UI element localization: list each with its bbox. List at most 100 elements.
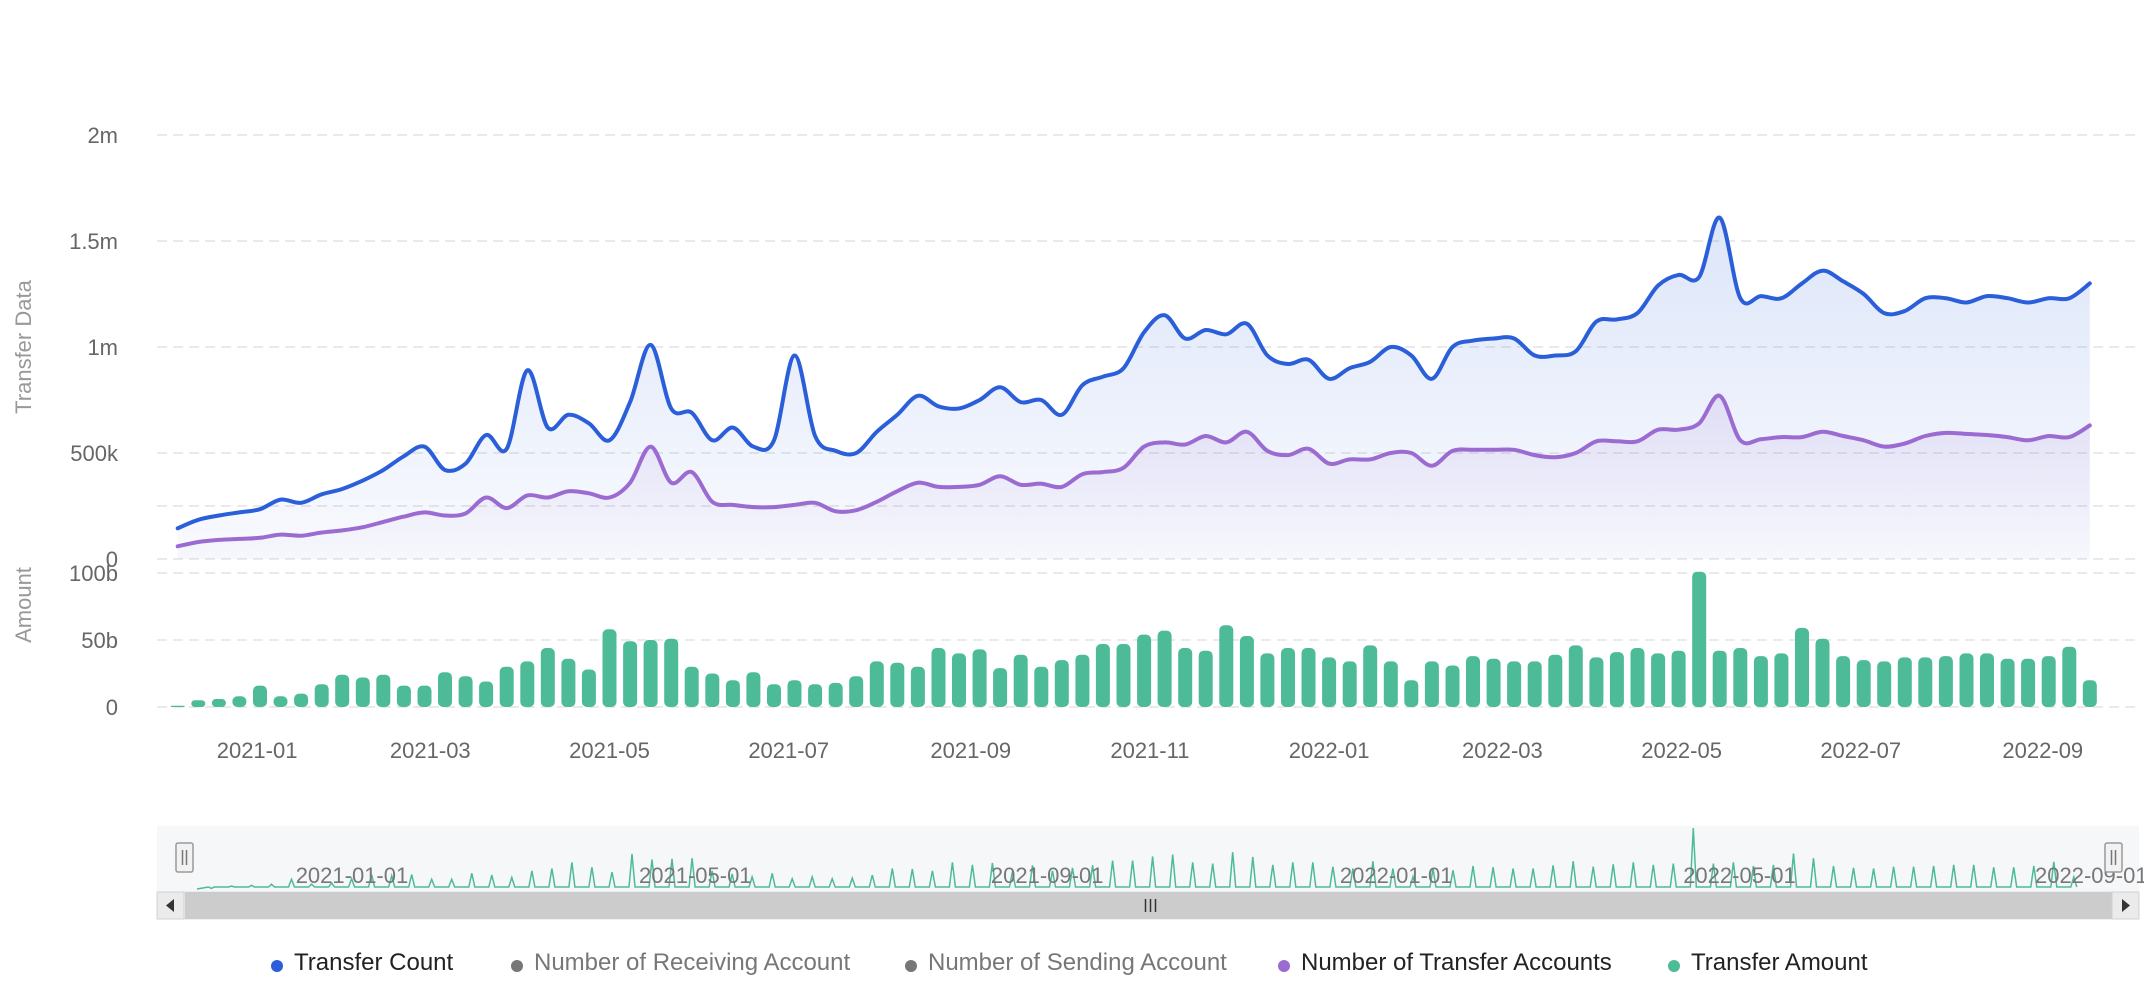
transfer-amount-bar: [1980, 653, 1994, 707]
transfer-amount-bar: [787, 680, 802, 707]
legend-marker-icon: [1668, 960, 1680, 972]
transfer-amount-bar: [1795, 627, 1809, 707]
number-of-transfer-accounts-line: [175, 393, 2092, 549]
transfer-count-line: [175, 215, 2092, 531]
transfer-amount-bar: [1938, 656, 1953, 707]
navigator-left-handle[interactable]: [175, 842, 194, 873]
transfer-amount-bar: [458, 676, 473, 707]
transfer-amount-bar: [1178, 648, 1193, 707]
scrollbar-right-button[interactable]: [2111, 891, 2140, 920]
transfer-amount-bar: [1219, 625, 1234, 707]
navigator-series: [196, 827, 2078, 890]
x-tick-label: 2022-09: [2002, 738, 2083, 763]
legend-item-number-of-transfer-accounts[interactable]: Number of Transfer Accounts: [1278, 949, 1612, 976]
transfer-amount-bar: [417, 685, 432, 707]
transfer-amount-bar: [1671, 650, 1686, 707]
legend-marker-icon: [271, 960, 283, 972]
transfer-amount-bar: [499, 666, 514, 707]
transfer-amount-bar: [1507, 661, 1522, 707]
legend-item-transfer-amount[interactable]: Transfer Amount: [1668, 949, 1868, 976]
legend-item-number-of-receiving-account[interactable]: Number of Receiving Account: [511, 949, 850, 976]
transfer-amount-bar: [2062, 646, 2077, 707]
navigator-scrollbar[interactable]: [156, 891, 2140, 920]
scrollbar-left-button[interactable]: [156, 891, 185, 920]
legend-item-number-of-sending-account[interactable]: Number of Sending Account: [905, 949, 1227, 976]
transfer-amount-bar: [335, 674, 350, 707]
y-tick-label: 2m: [87, 123, 118, 148]
navigator[interactable]: 2021-01-01 2021-05-01 2021-09-01 2022-01-01…: [157, 826, 2144, 892]
transfer-amount-bar: [1322, 657, 1337, 707]
scrollbar-grip-icon: [1144, 899, 1157, 912]
transfer-amount-bar: [1548, 654, 1563, 707]
bottom-y-axis: 0 50b 100b: [69, 561, 118, 720]
transfer-amount-bar: [2041, 656, 2056, 707]
transfer-amount-bar: [1383, 661, 1398, 707]
x-tick-label: 2021-05: [569, 738, 650, 763]
transfer-amount-bar: [849, 676, 864, 707]
navigator-label: 2022-05-01: [1683, 863, 1796, 888]
transfer-amount-bar: [1034, 666, 1049, 707]
chevron-right-icon: [2122, 899, 2130, 912]
navigator-label: 2022-01-01: [1340, 863, 1453, 888]
y-tick-label: 0: [106, 547, 118, 572]
transfer-amount-bar: [232, 696, 247, 707]
transfer-amount-bar: [1918, 657, 1933, 707]
x-tick-label: 2022-03: [1462, 738, 1543, 763]
transfer-amount-bar: [1281, 648, 1295, 707]
navigator-background: [157, 826, 2139, 892]
chevron-left-icon: [166, 899, 174, 912]
transfer-amount-bar: [1897, 657, 1912, 707]
y-tick-label: 1m: [87, 335, 118, 360]
transfer-amount-bar: [972, 649, 987, 707]
transfer-amount-bar: [294, 693, 309, 707]
transfer-amount-bar: [1424, 661, 1439, 707]
x-tick-label: 2021-01: [217, 738, 298, 763]
x-tick-label: 2021-07: [748, 738, 829, 763]
transfer-amount-bar: [1856, 660, 1871, 707]
transfer-amount-bar: [623, 641, 638, 707]
transfer-amount-bar: [1075, 654, 1090, 707]
transfer-amount-bar: [664, 638, 679, 707]
top-y-axis: 0 500k 1m 1.5m 2m: [69, 123, 119, 572]
transfer-amount-bar: [1363, 645, 1378, 707]
navigator-right-handle[interactable]: [2104, 842, 2123, 873]
top-y-axis-title: Transfer Data: [11, 279, 36, 413]
transfer-amount-bar: [767, 684, 781, 707]
transfer-amount-bar: [376, 674, 391, 707]
legend-item-transfer-count[interactable]: Transfer Count: [271, 949, 454, 976]
transfer-amount-bar: [993, 668, 1008, 707]
transfer-amount-bar: [253, 685, 267, 707]
x-axis: 2021-01 2021-03 2021-05 2021-07 2021-09 2021-…: [217, 738, 2083, 763]
transfer-amount-bar: [1404, 680, 1419, 707]
transfer-amount-bar: [1774, 653, 1789, 707]
transfer-amount-bar: [746, 672, 761, 707]
x-tick-label: 2022-01: [1289, 738, 1370, 763]
transfer-amount-bar: [1095, 644, 1110, 707]
transfer-amount-bar: [1137, 634, 1152, 707]
transfer-amount-bar: [2082, 680, 2097, 707]
legend-marker-icon: [511, 960, 523, 972]
bottom-y-axis-title: Amount: [11, 567, 36, 643]
transfer-amount-bar: [1877, 661, 1892, 707]
transfer-amount-bar: [828, 682, 843, 707]
transfer-amount-bar: [1568, 645, 1583, 707]
transfer-amount-bar: [396, 685, 411, 707]
x-tick-label: 2022-05: [1641, 738, 1722, 763]
transfer-amount-bar: [1054, 660, 1069, 707]
transfer-amount-bar: [1753, 656, 1768, 707]
legend-marker-icon: [905, 960, 917, 972]
scrollbar-thumb[interactable]: [185, 892, 2119, 919]
transfer-amount-bar: [1836, 656, 1851, 707]
navigator-label: 2021-09-01: [991, 863, 1104, 888]
transfer-amount-bar: [1260, 653, 1275, 707]
transfer-amount-bars: [170, 571, 2097, 707]
legend-label: Transfer Count: [294, 949, 454, 976]
transfer-amount-bar: [869, 661, 884, 707]
transfer-amount-bar: [1239, 636, 1254, 707]
transfer-amount-bar: [1692, 571, 1707, 707]
transfer-amount-bar: [1342, 661, 1357, 707]
y-tick-label: 50b: [81, 628, 118, 653]
transfer-amount-bar: [952, 653, 966, 707]
number-of-transfer-accounts-area: [177, 395, 2090, 559]
